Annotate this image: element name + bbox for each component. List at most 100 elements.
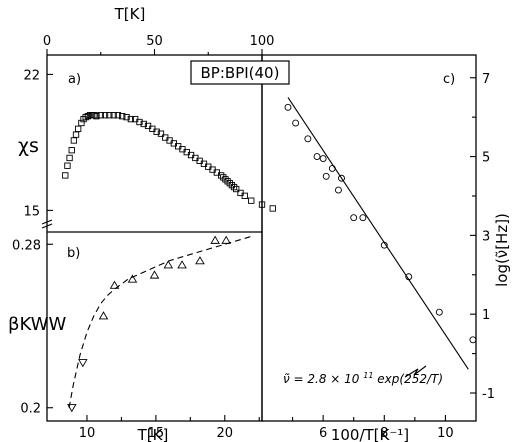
chi-point — [230, 183, 238, 191]
top-axis-ticks: 0 50 100 — [43, 34, 275, 55]
beta-point — [149, 270, 160, 279]
rate-point — [405, 273, 413, 281]
panel-b-xticks: 10 15 20 — [79, 415, 260, 441]
b-ytick-label: 0.2 — [20, 402, 41, 417]
chi-point — [269, 205, 276, 212]
a-ytick-label: 22 — [23, 68, 40, 83]
beta-point — [109, 280, 120, 289]
chi-point — [228, 181, 236, 189]
panel-c-ylabel-group: log(ν̃[Hz]) — [493, 213, 511, 287]
fit-annotation-lhs: ν̃ — [283, 372, 290, 386]
panel-a-points — [62, 112, 276, 212]
rate-point — [435, 308, 443, 316]
rate-point — [469, 336, 477, 344]
panel-b-points — [67, 235, 231, 413]
fit-annotation-tail: exp(252/T) — [377, 372, 443, 386]
panel-a-ylabel: χs — [18, 135, 39, 157]
rate-point — [304, 135, 312, 143]
chi-point — [101, 112, 109, 119]
fit-annotation-coef: = 2.8 × 10 — [294, 372, 360, 386]
panel-c-points — [284, 103, 477, 344]
chi-point — [66, 154, 73, 162]
chi-point — [72, 131, 80, 138]
chi-point — [75, 125, 82, 132]
panel-b-dashed-curve — [68, 235, 253, 408]
chi-point — [233, 185, 240, 193]
panel-b-ylabel-group: βKWW — [8, 314, 66, 335]
chi-point — [78, 119, 85, 127]
chi-point — [106, 112, 113, 119]
title-box — [190, 60, 290, 85]
chi-point — [241, 192, 248, 199]
c-xtick-label: 8 — [380, 426, 388, 441]
left-panel-frame — [46, 54, 263, 422]
b-ytick-label: 0.28 — [12, 238, 41, 253]
chi-point — [127, 115, 134, 123]
chi-point — [217, 172, 225, 179]
beta-point — [177, 260, 187, 269]
c-ytick-label: 3 — [482, 229, 490, 244]
panel-c-xlabel: 100/T[K⁻¹] — [331, 426, 409, 442]
panel-a-label: a) — [68, 72, 81, 87]
rate-point — [322, 172, 330, 180]
panel-c-xticks: 6 8 10 — [292, 415, 454, 441]
beta-point — [67, 404, 77, 413]
panel-c-ylabel: log(ν̃[Hz]) — [493, 213, 511, 287]
chi-point — [248, 197, 255, 204]
a-ytick-label: 15 — [23, 204, 40, 219]
chi-point — [97, 112, 104, 119]
chi-point — [136, 118, 143, 126]
chi-point — [220, 174, 227, 181]
rate-point — [334, 186, 342, 194]
b-xtick-label: 15 — [148, 426, 165, 441]
c-ytick-label: 7 — [482, 72, 490, 87]
rate-point — [328, 164, 336, 172]
fit-annotation: ν̃ = 2.8 × 10 11 exp(252/T) — [283, 367, 443, 386]
chi-point — [68, 147, 75, 154]
chi-point — [226, 180, 233, 187]
chi-point — [91, 112, 98, 119]
chi-point — [64, 162, 71, 169]
chi-point — [62, 172, 69, 179]
beta-point — [210, 235, 220, 244]
panel-c-yticks: -1 1 3 5 7 — [470, 72, 495, 402]
panel-b-xlabel: T[K] — [137, 426, 169, 442]
b-xtick-label: 10 — [79, 426, 96, 441]
figure-title: BP:BPI(40) — [201, 64, 280, 82]
top-tick-label: 100 — [250, 34, 275, 49]
rate-point — [359, 214, 367, 222]
beta-point — [221, 235, 231, 244]
panel-b-yticks: 0.2 0.28 — [12, 238, 53, 417]
rate-point — [350, 214, 358, 222]
panel-b-ylabel: βKWW — [8, 314, 66, 335]
top-tick-label: 0 — [43, 34, 51, 49]
beta-point — [195, 256, 205, 265]
c-ytick-label: 5 — [482, 151, 490, 166]
fit-annotation-exp: 11 — [363, 371, 373, 380]
chi-point — [110, 112, 117, 119]
right-panel-frame — [261, 54, 477, 422]
axis-break-mark — [41, 223, 53, 229]
chi-point — [140, 120, 147, 128]
c-ytick-label: -1 — [482, 387, 495, 402]
rate-point — [338, 174, 345, 182]
beta-point — [78, 359, 88, 368]
panel-c-fit-line — [287, 97, 469, 370]
axis-break-mark — [41, 219, 53, 225]
chi-point — [157, 130, 165, 137]
rate-point — [284, 103, 292, 111]
rate-point — [292, 119, 300, 127]
rate-point — [319, 155, 327, 162]
chi-point — [114, 112, 122, 119]
panel-b-label: b) — [67, 246, 80, 261]
b-xtick-label: 20 — [217, 426, 234, 441]
top-tick-label: 50 — [146, 34, 163, 49]
chi-point — [258, 201, 266, 208]
chi-point — [119, 113, 126, 120]
chi-point — [222, 176, 229, 183]
rate-point — [313, 153, 321, 161]
c-xtick-label: 6 — [319, 426, 327, 441]
chi-point — [82, 114, 89, 121]
